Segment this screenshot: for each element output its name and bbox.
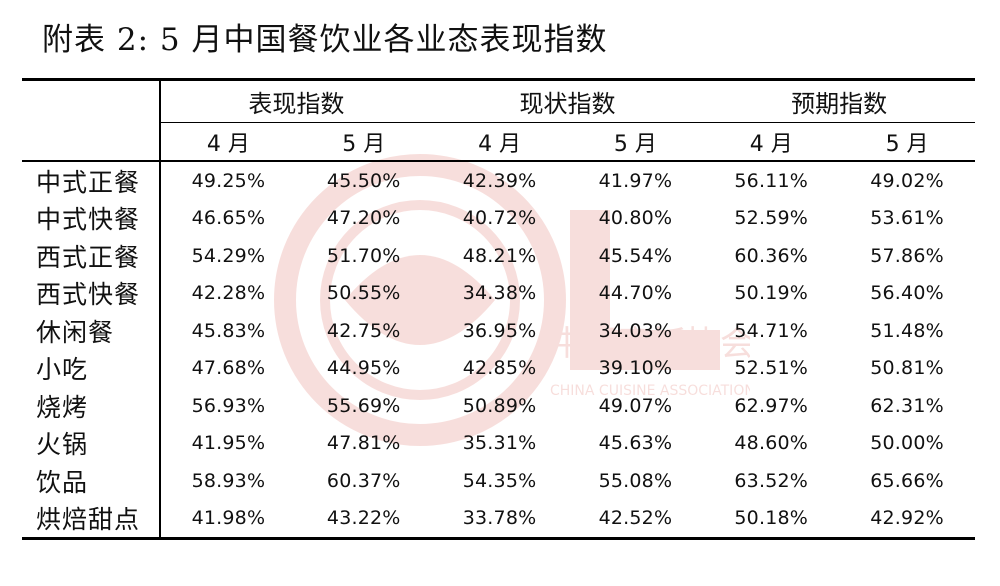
table-cell: 49.07% <box>598 394 673 417</box>
table-cell: 60.37% <box>326 469 401 492</box>
row-label: 西式正餐 <box>36 242 141 272</box>
table-cell: 57.86% <box>870 244 944 267</box>
month-header: 5 月 <box>613 131 657 157</box>
table-cell: 55.69% <box>326 394 401 417</box>
row-label: 烘焙甜点 <box>22 499 160 540</box>
table-cell: 56.93% <box>159 387 296 425</box>
table-row: 中式快餐 46.65% 47.20% 40.72% 40.80% 52.59% … <box>22 199 975 237</box>
index-table-container: 表现指数 现状指数 预期指数 4 月 5 月 4 月 5 月 4 月 5 月 中… <box>22 78 975 540</box>
month-header: 4 月 <box>478 131 522 157</box>
table-cell: 44.95% <box>326 357 401 380</box>
table-row: 烘焙甜点 41.98% 43.22% 33.78% 42.52% 50.18% … <box>22 499 975 540</box>
table-cell: 47.68% <box>159 349 296 387</box>
table-header-months: 4 月 5 月 4 月 5 月 4 月 5 月 <box>22 122 975 161</box>
table-cell: 47.81% <box>326 432 401 455</box>
month-header: 5 月 <box>885 131 929 157</box>
table-cell: 53.61% <box>870 207 944 230</box>
table-cell: 48.60% <box>734 432 809 455</box>
table-cell: 50.18% <box>703 499 840 540</box>
month-header: 4 月 <box>159 122 296 161</box>
table-cell: 42.28% <box>159 274 296 312</box>
table-cell: 41.95% <box>159 424 296 462</box>
table-cell: 56.11% <box>734 169 809 192</box>
table-cell: 62.97% <box>734 394 809 417</box>
table-cell: 36.95% <box>462 319 537 342</box>
table-row: 西式正餐 54.29% 51.70% 48.21% 45.54% 60.36% … <box>22 237 975 275</box>
table-cell: 43.22% <box>295 499 432 540</box>
table-cell: 45.54% <box>598 244 673 267</box>
table-row: 烧烤 56.93% 55.69% 50.89% 49.07% 62.97% 62… <box>22 387 975 425</box>
table-cell: 49.25% <box>159 161 296 200</box>
table-cell: 58.93% <box>159 462 296 500</box>
table-body: 中式正餐 49.25% 45.50% 42.39% 41.97% 56.11% … <box>22 161 975 540</box>
table-cell: 60.36% <box>734 244 809 267</box>
table-cell: 54.71% <box>734 319 809 342</box>
table-header-groups: 表现指数 现状指数 预期指数 <box>22 78 975 161</box>
index-table: 表现指数 现状指数 预期指数 4 月 5 月 4 月 5 月 4 月 5 月 中… <box>22 78 975 540</box>
table-cell: 56.40% <box>870 282 944 305</box>
table-cell: 54.29% <box>159 237 296 275</box>
table-row: 西式快餐 42.28% 50.55% 34.38% 44.70% 50.19% … <box>22 274 975 312</box>
table-cell: 55.08% <box>598 469 673 492</box>
table-cell: 51.48% <box>870 319 944 342</box>
table-cell: 54.35% <box>462 469 537 492</box>
table-cell: 65.66% <box>870 469 944 492</box>
row-label: 火锅 <box>36 430 89 460</box>
table-cell: 42.92% <box>839 499 975 540</box>
table-cell: 41.97% <box>598 169 673 192</box>
table-cell: 50.55% <box>326 282 401 305</box>
row-label: 小吃 <box>36 355 89 385</box>
table-cell: 44.70% <box>598 282 673 305</box>
table-cell: 42.52% <box>567 499 704 540</box>
group-header-expectation: 预期指数 <box>703 78 975 123</box>
table-cell: 62.31% <box>870 394 944 417</box>
table-cell: 45.63% <box>598 432 673 455</box>
table-cell: 41.98% <box>159 499 296 540</box>
table-cell: 50.00% <box>870 432 944 455</box>
row-label: 休闲餐 <box>36 317 115 347</box>
group-header-current: 现状指数 <box>431 78 704 123</box>
table-row: 小吃 47.68% 44.95% 42.85% 39.10% 52.51% 50… <box>22 349 975 387</box>
table-cell: 46.65% <box>159 199 296 237</box>
table-cell: 42.39% <box>462 169 537 192</box>
row-label: 西式快餐 <box>36 280 141 310</box>
table-cell: 52.59% <box>734 207 809 230</box>
table-cell: 34.38% <box>462 282 537 305</box>
row-label: 烧烤 <box>36 392 89 422</box>
table-cell: 49.02% <box>870 169 944 192</box>
table-cell: 50.81% <box>870 357 944 380</box>
table-cell: 45.50% <box>326 169 401 192</box>
table-cell: 39.10% <box>598 357 673 380</box>
row-label: 中式快餐 <box>36 205 141 235</box>
table-cell: 42.75% <box>326 319 401 342</box>
table-cell: 40.80% <box>598 207 673 230</box>
table-cell: 40.72% <box>462 207 537 230</box>
table-cell: 34.03% <box>598 319 673 342</box>
table-cell: 48.21% <box>462 244 537 267</box>
table-cell: 35.31% <box>462 432 537 455</box>
table-cell: 33.78% <box>431 499 568 540</box>
table-cell: 45.83% <box>159 312 296 350</box>
row-label: 饮品 <box>36 467 89 497</box>
table-cell: 42.85% <box>462 357 537 380</box>
table-cell: 47.20% <box>326 207 401 230</box>
table-row: 饮品 58.93% 60.37% 54.35% 55.08% 63.52% 65… <box>22 462 975 500</box>
table-row: 火锅 41.95% 47.81% 35.31% 45.63% 48.60% 50… <box>22 424 975 462</box>
stub-header <box>22 78 160 161</box>
table-cell: 50.89% <box>462 394 537 417</box>
month-header: 4 月 <box>749 131 793 157</box>
group-header-performance: 表现指数 <box>159 78 432 123</box>
table-row: 中式正餐 49.25% 45.50% 42.39% 41.97% 56.11% … <box>22 161 975 200</box>
table-cell: 52.51% <box>734 357 809 380</box>
row-label: 中式正餐 <box>36 167 141 197</box>
table-cell: 50.19% <box>734 282 809 305</box>
page-title: 附表 2: 5 月中国餐饮业各业态表现指数 <box>42 22 608 58</box>
table-cell: 63.52% <box>734 469 809 492</box>
month-header: 5 月 <box>342 131 386 157</box>
table-cell: 51.70% <box>326 244 401 267</box>
table-row: 休闲餐 45.83% 42.75% 36.95% 34.03% 54.71% 5… <box>22 312 975 350</box>
